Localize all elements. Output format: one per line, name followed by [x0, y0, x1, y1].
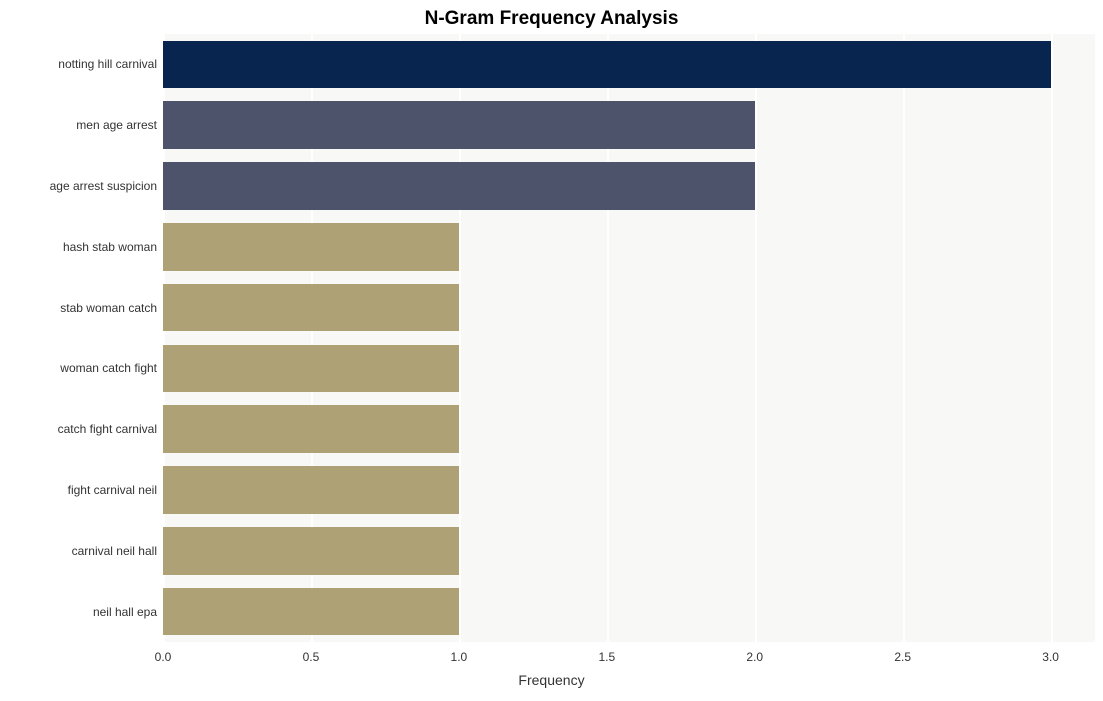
bar — [163, 41, 1051, 88]
y-tick-label: carnival neil hall — [72, 544, 157, 558]
y-tick-label: neil hall epa — [93, 605, 157, 619]
y-tick-label: hash stab woman — [63, 240, 157, 254]
x-tick-label: 2.0 — [746, 650, 763, 664]
bar — [163, 527, 459, 574]
x-tick-label: 1.0 — [451, 650, 468, 664]
gridline — [755, 34, 757, 642]
x-axis-label: Frequency — [0, 672, 1103, 688]
y-tick-label: stab woman catch — [60, 301, 157, 315]
x-tick-label: 2.5 — [894, 650, 911, 664]
y-tick-label: age arrest suspicion — [50, 179, 157, 193]
bar — [163, 223, 459, 270]
bar — [163, 345, 459, 392]
ngram-frequency-chart: N-Gram Frequency Analysis Frequency 0.0 0… — [0, 0, 1103, 701]
x-tick-label: 1.5 — [598, 650, 615, 664]
bar — [163, 588, 459, 635]
y-tick-label: catch fight carnival — [58, 422, 157, 436]
y-tick-label: men age arrest — [76, 118, 157, 132]
gridline — [903, 34, 905, 642]
bar — [163, 284, 459, 331]
y-tick-label: woman catch fight — [60, 361, 157, 375]
x-tick-label: 0.5 — [303, 650, 320, 664]
x-tick-label: 3.0 — [1042, 650, 1059, 664]
plot-area — [163, 34, 1095, 642]
gridline — [1051, 34, 1053, 642]
bar — [163, 466, 459, 513]
y-tick-label: notting hill carnival — [58, 57, 157, 71]
bar — [163, 101, 755, 148]
chart-title: N-Gram Frequency Analysis — [0, 8, 1103, 30]
y-tick-label: fight carnival neil — [68, 483, 157, 497]
x-tick-label: 0.0 — [155, 650, 172, 664]
bar — [163, 162, 755, 209]
bar — [163, 405, 459, 452]
